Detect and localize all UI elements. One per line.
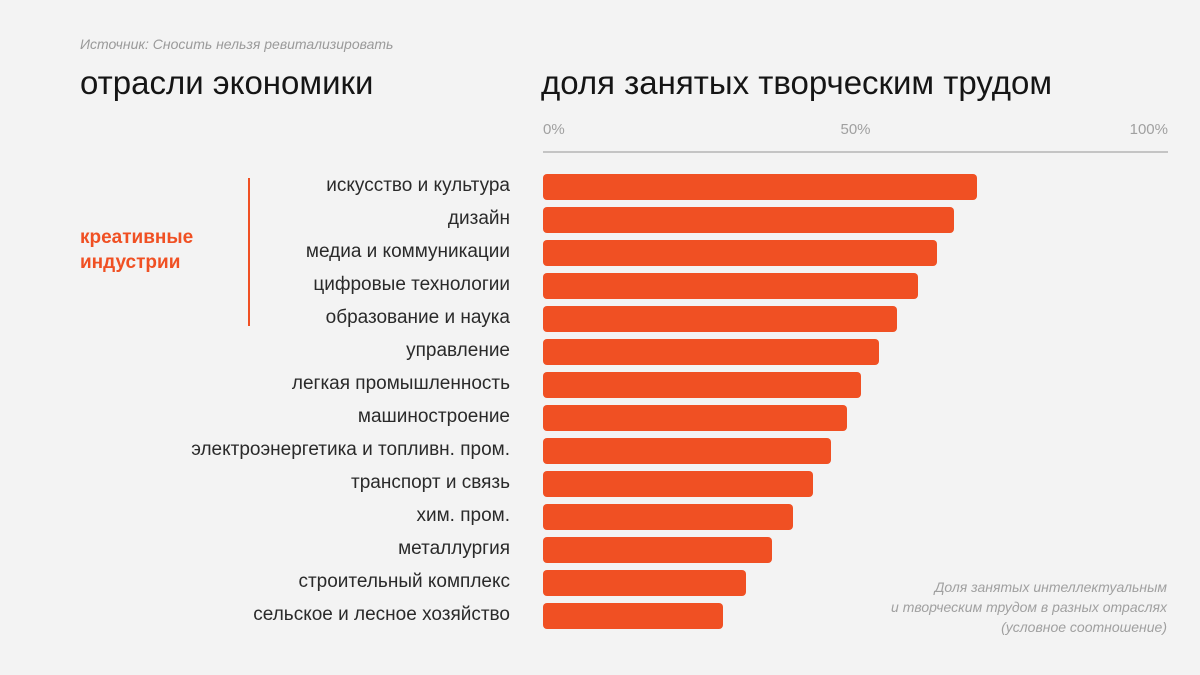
category-label: сельское и лесное хозяйство bbox=[253, 604, 510, 625]
category-label: дизайн bbox=[447, 208, 510, 229]
footnote-line3: (условное соотношение) bbox=[1001, 619, 1167, 635]
bar bbox=[543, 174, 977, 200]
axis-line bbox=[543, 151, 1168, 153]
bar bbox=[543, 207, 955, 233]
category-label: образование и наука bbox=[325, 307, 510, 328]
category-label: строительный комплекс bbox=[298, 571, 510, 592]
chart-footnote: Доля занятых интеллектуальным и творческ… bbox=[891, 577, 1167, 637]
bar bbox=[543, 603, 723, 629]
category-label: транспорт и связь bbox=[351, 472, 510, 493]
category-label: медиа и коммуникации bbox=[305, 241, 510, 262]
bar bbox=[543, 339, 880, 365]
source-note: Источник: Сносить нельзя ревитализироват… bbox=[80, 36, 394, 52]
bar bbox=[543, 471, 813, 497]
category-label: управление bbox=[406, 340, 510, 361]
tick-label: 100% bbox=[1129, 121, 1168, 138]
group-label-line1: креативные bbox=[80, 227, 194, 248]
bar bbox=[543, 504, 793, 530]
categories-title: отрасли экономики bbox=[80, 64, 374, 101]
category-label: машиностроение bbox=[357, 406, 510, 427]
footnote-line1: Доля занятых интеллектуальным bbox=[934, 579, 1167, 595]
bar bbox=[543, 405, 847, 431]
category-label: электроэнергетика и топливн. пром. bbox=[191, 439, 510, 460]
category-label: хим. пром. bbox=[416, 505, 511, 526]
tick-label: 50% bbox=[840, 121, 871, 138]
chart-title: доля занятых творческим трудом bbox=[541, 64, 1053, 101]
category-label: цифровые технологии bbox=[313, 274, 510, 295]
bar bbox=[543, 240, 937, 266]
group-label: креативные индустрии bbox=[80, 225, 193, 275]
bar bbox=[543, 537, 772, 563]
bar bbox=[543, 570, 747, 596]
bar bbox=[543, 438, 831, 464]
footnote-line2: и творческим трудом в разных отраслях bbox=[891, 599, 1167, 615]
bar bbox=[543, 273, 918, 299]
tick-label: 0% bbox=[543, 121, 565, 138]
group-label-line2: индустрии bbox=[80, 252, 181, 273]
bar bbox=[543, 306, 897, 332]
group-bracket-line bbox=[248, 178, 250, 326]
category-label: металлургия bbox=[398, 538, 510, 559]
bar bbox=[543, 372, 862, 398]
category-label: искусство и культура bbox=[326, 175, 510, 196]
category-label: легкая промышленность bbox=[291, 373, 510, 394]
